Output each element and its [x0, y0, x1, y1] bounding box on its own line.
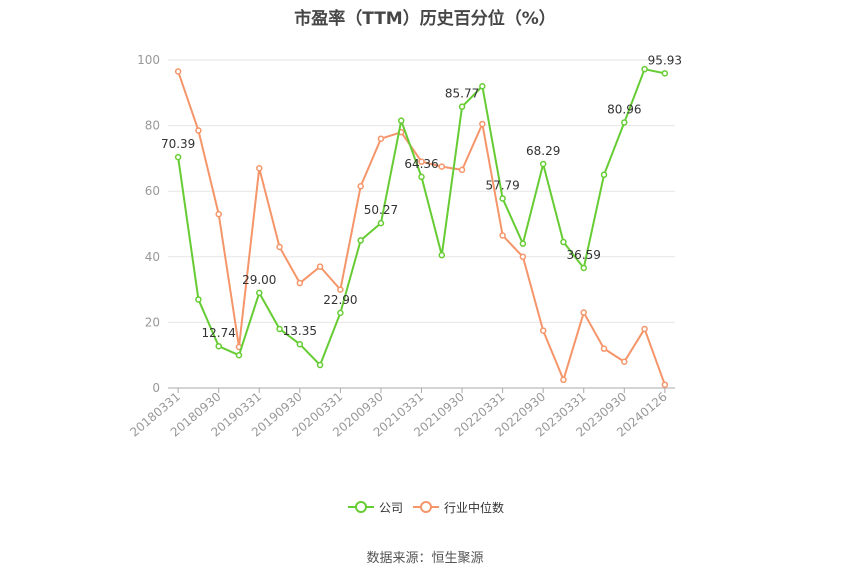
data-source: 数据来源：恒生聚源 [366, 551, 484, 566]
data-point [377, 219, 385, 227]
series-company [174, 65, 669, 369]
data-label: 36.59 [567, 248, 601, 262]
line-chart: 0 20 40 60 80 100 201803312018093020190331201… [127, 53, 682, 440]
series-layer [174, 65, 669, 388]
data-point [661, 381, 669, 388]
data-point [377, 135, 385, 142]
data-point [296, 279, 304, 287]
data-point [215, 210, 222, 218]
data-label: 50.27 [364, 203, 398, 217]
data-point [337, 309, 344, 317]
grid-lines [168, 59, 675, 323]
data-point [519, 253, 527, 261]
data-point [296, 340, 304, 348]
legend-item-industry[interactable]: 行业中位数 [413, 497, 504, 517]
legend-label-company: 公司 [379, 500, 404, 515]
y-tick-label: 0 [152, 381, 160, 395]
y-tick-label: 60 [145, 184, 160, 198]
data-point [621, 119, 628, 126]
data-point [235, 351, 243, 359]
data-point [316, 263, 324, 270]
data-point [600, 171, 608, 179]
data-point [357, 237, 364, 244]
legend: 公司 行业中位数 [0, 497, 850, 517]
legend-marker-industry [413, 501, 439, 513]
data-label: 29.00 [242, 273, 276, 287]
legend-marker-company [348, 501, 374, 513]
data-point [418, 158, 425, 165]
series-industry [174, 68, 669, 388]
y-tick-label: 20 [145, 315, 160, 329]
data-point [539, 160, 547, 168]
data-point [519, 240, 527, 247]
data-point [641, 325, 648, 333]
data-point [499, 195, 506, 202]
data-point [539, 327, 547, 334]
x-axis: 2018033120180930201903312019093020200331… [127, 387, 675, 440]
data-label: 12.74 [202, 326, 236, 340]
y-tick-label: 80 [145, 119, 160, 133]
data-label: 95.93 [648, 53, 682, 67]
data-point [479, 82, 486, 90]
legend-label-industry: 行业中位数 [444, 500, 505, 515]
data-label: 22.90 [323, 293, 357, 307]
chart-title: 市盈率（TTM）历史百分位（%） [294, 9, 556, 29]
data-point [174, 153, 182, 161]
data-point [438, 251, 446, 259]
data-point [316, 361, 324, 369]
data-point [580, 309, 587, 316]
data-point [458, 103, 466, 110]
data-point [195, 127, 202, 134]
legend-item-company[interactable]: 公司 [348, 497, 403, 517]
series-line [177, 68, 666, 367]
data-point [276, 325, 283, 333]
data-point [195, 296, 202, 303]
data-point [438, 163, 446, 170]
data-label: 68.29 [526, 144, 560, 158]
data-point [621, 358, 628, 366]
y-tick-label: 100 [137, 53, 160, 67]
data-point [215, 342, 222, 350]
data-point [337, 286, 344, 293]
data-point [560, 376, 567, 384]
data-point [580, 264, 587, 272]
data-label: 80.96 [607, 102, 641, 116]
data-point [560, 238, 567, 246]
data-label: 13.35 [283, 324, 317, 338]
data-label: 64.36 [404, 157, 438, 171]
data-point [357, 183, 364, 190]
y-axis: 0 20 40 60 80 100 [137, 53, 160, 395]
data-point [458, 166, 466, 174]
data-point [256, 289, 263, 297]
data-point [174, 68, 182, 75]
y-tick-label: 40 [145, 250, 160, 264]
data-point [600, 345, 608, 352]
data-label: 57.79 [485, 178, 519, 192]
data-point [499, 232, 506, 239]
data-point [276, 243, 283, 251]
data-point [661, 70, 669, 77]
data-label: 70.39 [161, 137, 195, 151]
data-label: 85.77 [445, 87, 479, 101]
data-point [479, 120, 486, 128]
data-point [418, 173, 425, 181]
data-labels: 70.39 12.74 29.00 13.35 22.90 50.27 64.36 85.77… [161, 53, 682, 340]
data-point [397, 117, 405, 124]
data-point [641, 65, 648, 73]
data-point [256, 164, 263, 172]
